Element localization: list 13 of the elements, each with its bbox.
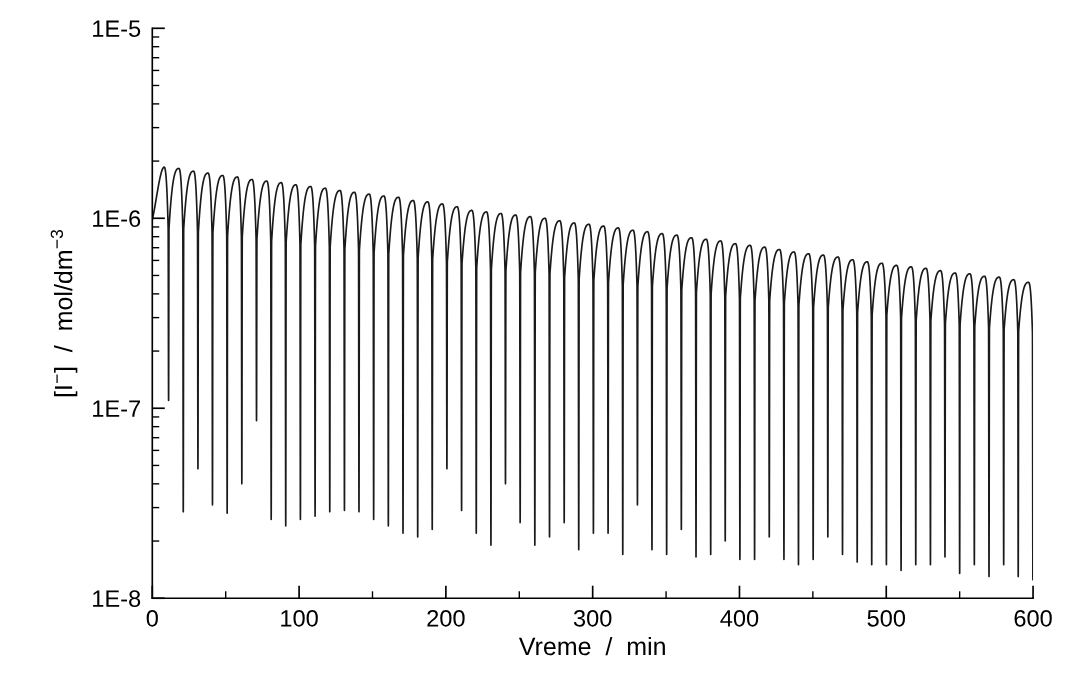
x-tick-label: 300 bbox=[573, 609, 612, 627]
x-tick-label: 400 bbox=[720, 609, 759, 627]
y-tick-label: 1E-8 bbox=[93, 590, 141, 608]
x-axis-title: Vreme / min bbox=[518, 636, 665, 656]
y-tick-label: 1E-5 bbox=[93, 20, 141, 38]
y-tick-label: 1E-6 bbox=[93, 210, 141, 228]
x-tick-label: 200 bbox=[427, 609, 465, 627]
y-axis-title: [I$^{−}$] / mol/dm$^{−3}$ bbox=[50, 229, 78, 397]
x-tick-label: 0 bbox=[146, 609, 158, 627]
x-tick-label: 500 bbox=[867, 609, 906, 627]
x-tick-label: 100 bbox=[281, 609, 318, 627]
y-tick-label: 1E-7 bbox=[93, 400, 140, 417]
x-tick-label: 600 bbox=[1014, 609, 1052, 627]
